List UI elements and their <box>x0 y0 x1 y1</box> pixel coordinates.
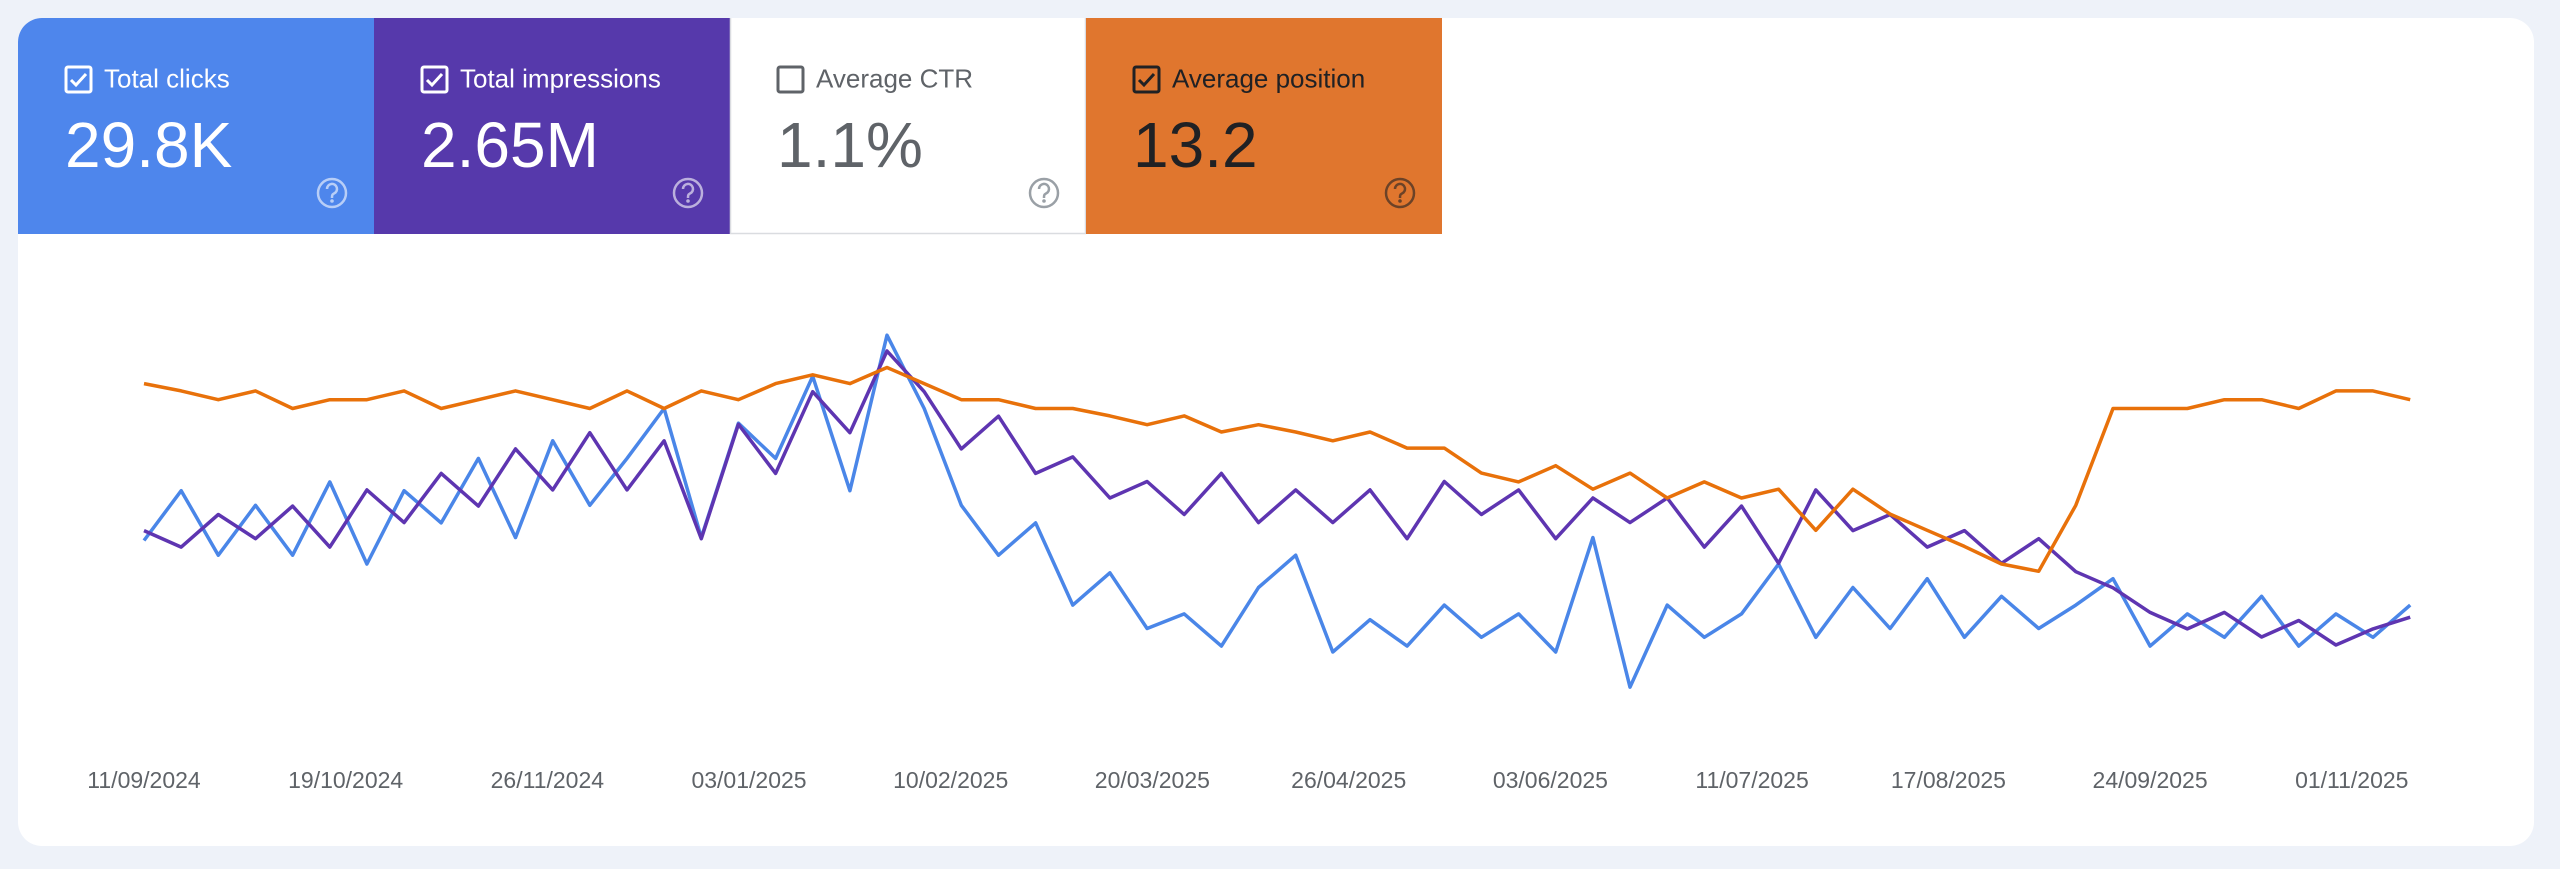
card-label: Average position <box>1172 63 1365 93</box>
x-tick-label: 10/02/2025 <box>893 767 1008 793</box>
help-dot <box>686 199 690 203</box>
card-background <box>730 18 1086 234</box>
card-value: 13.2 <box>1133 109 1258 181</box>
metric-card[interactable]: Total clicks 29.8K <box>18 18 374 234</box>
help-mark <box>681 182 695 199</box>
card-label: Total impressions <box>460 63 661 93</box>
checkbox[interactable] <box>776 65 805 94</box>
help-icon[interactable] <box>672 177 704 209</box>
help-circle <box>1028 177 1060 209</box>
help-icon[interactable] <box>1028 177 1060 209</box>
card-background <box>374 18 730 234</box>
x-tick-label: 26/11/2024 <box>491 767 605 793</box>
metric-card[interactable]: Average position 13.2 <box>1086 18 1442 234</box>
checkmark <box>1137 72 1156 88</box>
help-dot <box>330 199 334 203</box>
checkmark <box>425 72 444 88</box>
x-tick-label: 03/01/2025 <box>691 767 806 793</box>
card-value: 2.65M <box>421 109 599 181</box>
card-value: 1.1% <box>777 109 923 181</box>
card-background <box>18 18 374 234</box>
card-value: 29.8K <box>65 109 232 181</box>
card-label: Average CTR <box>816 63 973 93</box>
checkbox[interactable] <box>420 65 449 94</box>
card-border <box>729 18 1087 235</box>
series-line <box>142 333 2412 689</box>
x-tick-label: 11/07/2025 <box>1695 767 1808 793</box>
metric-cards: Total clicks 29.8K Total impressions 2.65M A… <box>18 17 1442 235</box>
help-dot <box>1398 199 1402 203</box>
x-tick-label: 17/08/2025 <box>1891 767 2006 793</box>
card-background <box>1086 18 1442 234</box>
checkbox[interactable] <box>64 65 93 94</box>
metric-card[interactable]: Total impressions 2.65M <box>374 18 730 234</box>
help-mark <box>325 182 339 199</box>
help-icon[interactable] <box>316 177 348 209</box>
x-tick-label: 26/04/2025 <box>1291 767 1406 793</box>
series-line <box>143 349 2411 647</box>
checkmark <box>69 72 88 88</box>
metric-card[interactable]: Average CTR 1.1% <box>729 17 1087 235</box>
help-circle <box>1384 177 1416 209</box>
help-dot <box>1042 199 1046 203</box>
help-circle <box>672 177 704 209</box>
x-tick-label: 20/03/2025 <box>1095 767 1210 793</box>
series-line <box>143 365 2411 574</box>
help-circle <box>316 177 348 209</box>
x-tick-label: 11/09/2024 <box>87 767 201 793</box>
help-mark <box>1037 182 1051 199</box>
x-tick-label: 03/06/2025 <box>1493 767 1608 793</box>
x-tick-label: 19/10/2024 <box>288 767 403 793</box>
help-icon[interactable] <box>1384 177 1416 209</box>
help-mark <box>1393 182 1407 199</box>
card-label: Total clicks <box>104 63 230 93</box>
x-tick-label: 01/11/2025 <box>2295 767 2408 793</box>
plot-area: 11/09/2024 19/10/2024 26/11/2024 03/01/2025… <box>87 333 2412 793</box>
checkbox[interactable] <box>1132 65 1161 94</box>
x-tick-label: 24/09/2025 <box>2093 767 2208 793</box>
